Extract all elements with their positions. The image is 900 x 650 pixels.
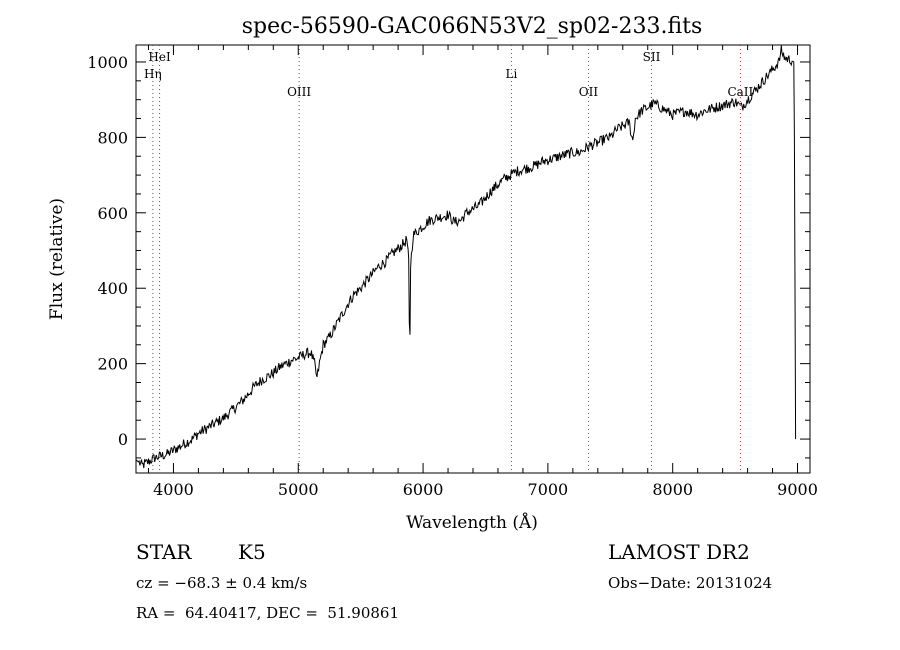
y-tick-label: 1000 <box>87 53 128 72</box>
y-tick-label: 0 <box>118 430 128 449</box>
x-tick-label: 5000 <box>278 480 319 499</box>
spectral-line-label: SII <box>643 50 661 64</box>
x-axis-label: Wavelength (Å) <box>406 512 538 533</box>
spectral-line-label: Hη <box>144 67 162 81</box>
y-tick-label: 600 <box>97 204 128 223</box>
spectral-line-markers: HeI Hη OIII Li OII SII CaII <box>144 45 754 473</box>
spectral-line-label: HeI <box>148 50 171 64</box>
spectral-line-label: OII <box>579 85 599 99</box>
object-subclass: K5 <box>238 540 266 564</box>
flux-series-line <box>135 45 797 469</box>
y-axis-label: Flux (relative) <box>47 198 67 320</box>
x-tick-label: 6000 <box>403 480 444 499</box>
spectral-line-label: CaII <box>727 85 753 99</box>
object-class: STAR <box>136 540 192 564</box>
spectral-line-label: OIII <box>287 85 311 99</box>
chart-title: spec-56590-GAC066N53V2_sp02-233.fits <box>242 14 703 39</box>
x-tick-label: 9000 <box>777 480 818 499</box>
x-tick-label: 4000 <box>153 480 194 499</box>
survey-name: LAMOST DR2 <box>608 540 750 564</box>
y-tick-label: 200 <box>97 355 128 374</box>
x-tick-label: 7000 <box>528 480 569 499</box>
y-tick-label: 800 <box>97 128 128 147</box>
coordinates: RA = 64.40417, DEC = 51.90861 <box>136 604 400 622</box>
y-tick-label: 400 <box>97 279 128 298</box>
axis-ticks: 4000 5000 6000 7000 8000 9000 0 200 400 600 800 100… <box>87 45 818 499</box>
observation-date: Obs−Date: 20131024 <box>608 574 773 592</box>
redshift-value: cz = −68.3 ± 0.4 km/s <box>136 574 308 592</box>
x-tick-label: 8000 <box>652 480 693 499</box>
spectral-line-label: Li <box>506 67 518 81</box>
